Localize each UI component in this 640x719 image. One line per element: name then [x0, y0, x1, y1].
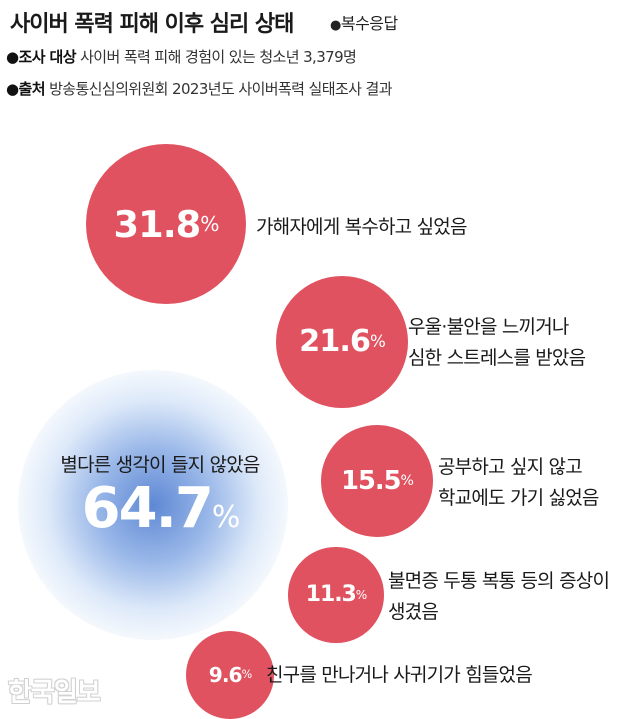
survey-target-label: ●조사 대상 [6, 48, 77, 66]
bubble-label-1: 가해자에게 복수하고 싶었음 [256, 212, 467, 243]
multiple-response-note: ●복수응답 [330, 10, 398, 34]
bubble-unit: % [369, 332, 386, 352]
highlight-value: 64.7% [30, 476, 290, 541]
highlight-label: 별다른 생각이 들지 않았음 [60, 454, 260, 476]
bubble-value: 15.5 [341, 465, 401, 496]
highlight-value-unit: % [211, 500, 240, 535]
bubble-value: 11.3 [305, 582, 357, 608]
newspaper-logo: 한국일보 [8, 678, 101, 708]
bubble-unit: % [400, 472, 413, 489]
bubble-label-line: 친구를 만나거나 사귀기가 힘들었음 [266, 664, 533, 686]
bubble-value: 9.6 [208, 662, 243, 687]
bubble-unit: % [200, 212, 219, 236]
bubble-label-line: 가해자에게 복수하고 싶었음 [256, 216, 467, 238]
bubble-label-line: 공부하고 싶지 않고 [438, 456, 583, 478]
source: ●출처 방송통신심의위원회 2023년도 사이버폭력 실태조사 결과 [6, 78, 393, 99]
survey-target-text: 사이버 폭력 피해 경험이 있는 청소년 3,379명 [80, 48, 357, 66]
source-label: ●출처 [6, 80, 45, 98]
chart-title: 사이버 폭력 피해 이후 심리 상태 [10, 12, 294, 37]
bubble-4: 11.3% [288, 547, 384, 643]
bubble-label-line: 심한 스트레스를 받았음 [408, 347, 586, 369]
multiple-response-text: 복수응답 [340, 14, 398, 33]
bullet-icon: ● [330, 18, 341, 33]
bubble-2: 21.6% [276, 276, 408, 408]
bubble-unit: % [355, 587, 367, 602]
highlight-value-number: 64.7 [81, 476, 214, 541]
bubble-3: 15.5% [321, 425, 433, 537]
bubble-label-5: 친구를 만나거나 사귀기가 힘들었음 [266, 660, 533, 691]
bubble-label-line: 학교에도 가기 싫었음 [438, 487, 599, 509]
bubble-label-line: 우울·불안을 느끼거나 [408, 316, 569, 338]
bubble-1: 31.8% [86, 144, 246, 304]
bubble-value: 31.8 [113, 202, 201, 246]
bubble-value: 21.6 [299, 324, 371, 360]
survey-target: ●조사 대상 사이버 폭력 피해 경험이 있는 청소년 3,379명 [6, 46, 357, 67]
bubble-label-line: 불면증 두통 복통 등의 증상이 [388, 570, 610, 592]
bubble-label-line: 생겼음 [388, 601, 439, 623]
bubble-5: 9.6% [186, 631, 274, 719]
bubble-unit: % [241, 668, 253, 682]
source-text: 방송통신심의위원회 2023년도 사이버폭력 실태조사 결과 [49, 80, 392, 98]
highlight-glow [18, 370, 288, 640]
